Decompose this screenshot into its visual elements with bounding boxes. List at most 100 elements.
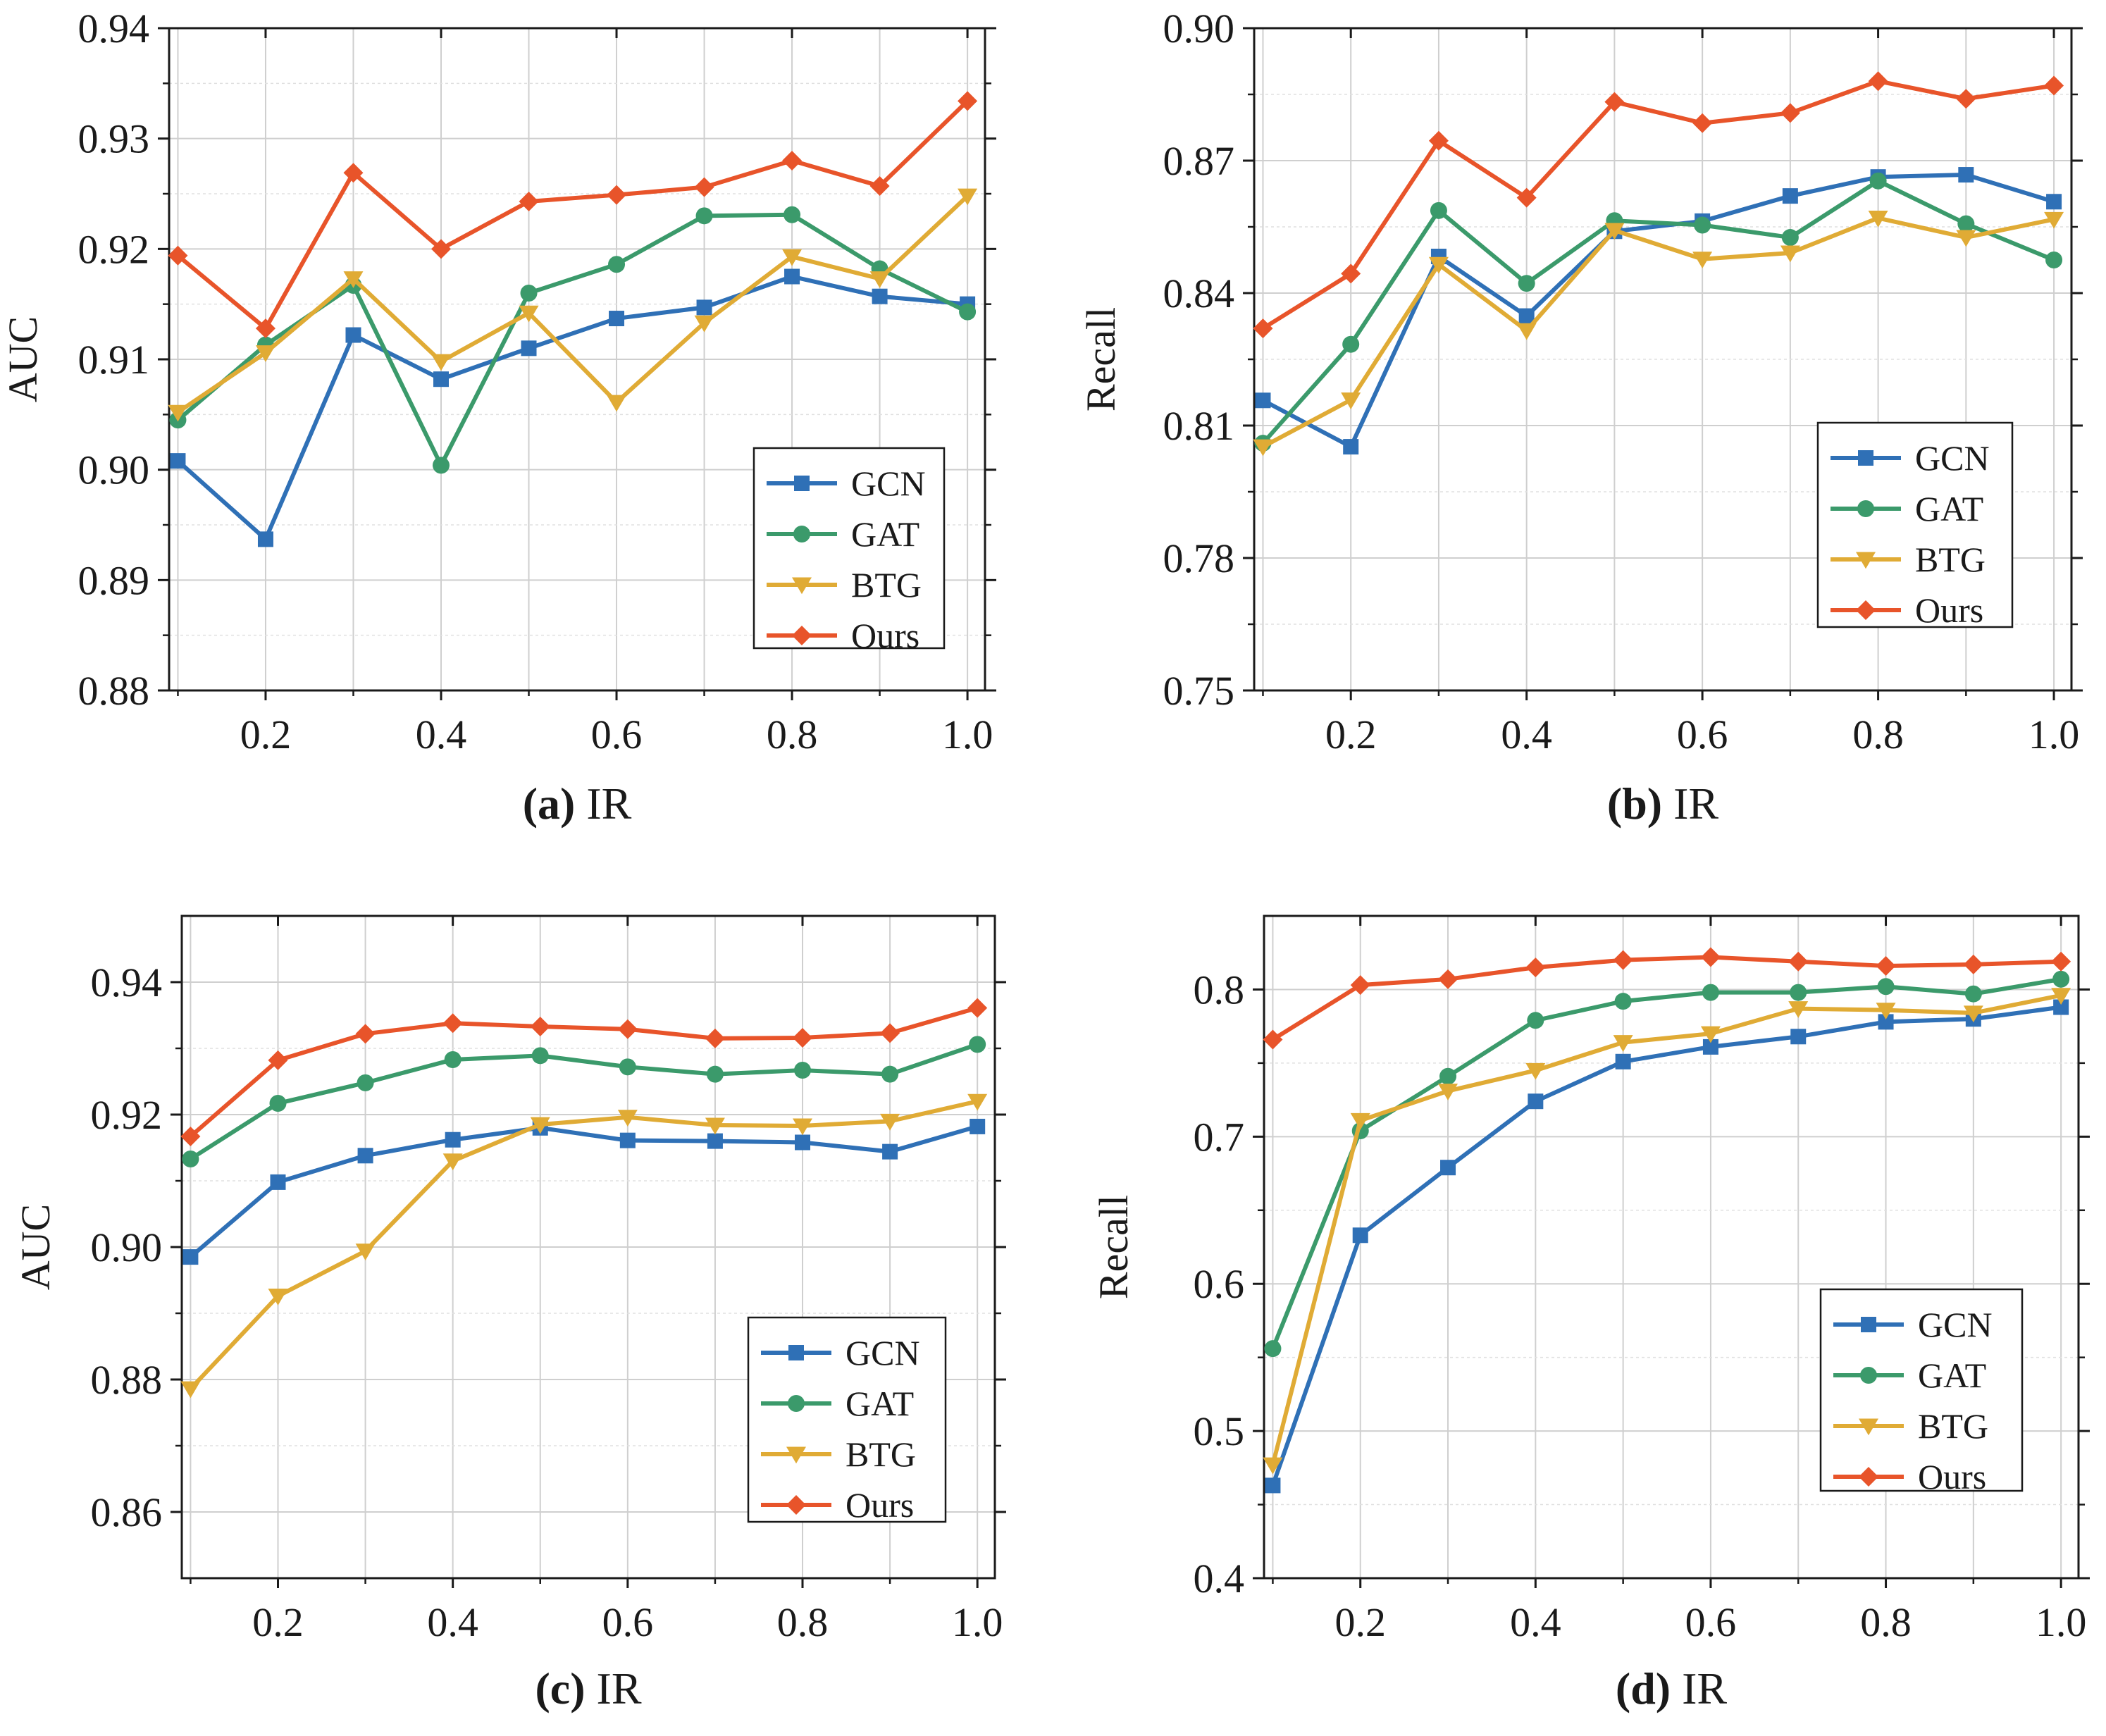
data-point — [1964, 985, 1982, 1003]
y-tick-label: 0.86 — [91, 1489, 163, 1535]
data-point — [520, 285, 538, 302]
data-point — [872, 288, 888, 304]
series-line — [189, 1099, 978, 1391]
data-point — [168, 404, 188, 422]
data-point — [1428, 256, 1449, 274]
x-tick-label: 1.0 — [942, 712, 993, 757]
legend-label: BTG — [1918, 1406, 1988, 1446]
data-point — [1253, 318, 1273, 339]
legend-label: BTG — [851, 565, 922, 604]
legend-label: GCN — [1915, 438, 1990, 478]
data-point — [1430, 202, 1447, 219]
data-point — [782, 151, 803, 170]
data-point — [343, 163, 364, 183]
data-point — [268, 1289, 288, 1306]
data-point — [1613, 1035, 1633, 1052]
data-point — [1963, 1005, 1983, 1023]
x-tick-label: 0.4 — [416, 712, 467, 757]
data-point — [431, 239, 451, 259]
data-point — [1516, 187, 1537, 208]
data-point — [607, 185, 627, 205]
data-point — [1790, 984, 1807, 1001]
data-point — [1957, 215, 1975, 232]
data-point — [444, 1050, 462, 1068]
data-point — [1780, 103, 1800, 123]
data-point — [607, 395, 627, 412]
data-point — [1527, 1012, 1544, 1029]
legend-label: GAT — [846, 1384, 914, 1423]
y-tick-label: 0.94 — [78, 6, 150, 51]
legend-label: GCN — [846, 1333, 920, 1372]
data-point — [1702, 984, 1719, 1001]
gridlines — [1254, 28, 2071, 690]
data-point — [1525, 957, 1546, 978]
data-point — [1350, 1112, 1370, 1130]
data-point — [1352, 1227, 1368, 1244]
legend-swatch-marker — [1861, 1317, 1876, 1332]
data-point — [1253, 439, 1273, 457]
legend-label: Ours — [846, 1485, 914, 1525]
data-point — [869, 271, 890, 288]
x-tick-label: 0.4 — [1510, 1599, 1561, 1645]
y-axis-label: Recall — [1091, 1195, 1136, 1299]
data-point — [1878, 1014, 1894, 1030]
data-point — [1528, 1093, 1544, 1110]
data-point — [793, 1027, 813, 1048]
x-tick-label: 1.0 — [2028, 712, 2080, 757]
data-point — [970, 1118, 986, 1134]
x-tick-label: 1.0 — [952, 1599, 1003, 1645]
data-point — [1956, 89, 1976, 109]
data-point — [257, 531, 273, 547]
x-tick-label: 1.0 — [2036, 1599, 2087, 1645]
series-gcn — [1265, 999, 2069, 1494]
data-point — [355, 1024, 376, 1044]
data-point — [521, 340, 537, 356]
data-point — [255, 318, 275, 339]
data-point — [180, 1381, 201, 1399]
x-tick-label: 0.6 — [602, 1599, 654, 1645]
data-point — [784, 268, 800, 285]
legend-swatch-marker — [1858, 450, 1873, 466]
panel-caption: (d) IR — [1616, 1663, 1728, 1713]
chart-panel-1: 0.2 0.4 0.6 0.8 1.0 0.88 0.89 0.90 0.91 0.92 0.93 0… — [0, 6, 996, 829]
y-axis-label: AUC — [0, 316, 46, 402]
data-point — [1265, 1477, 1281, 1494]
x-axis-label: IR — [586, 1663, 642, 1713]
plot-frame — [1263, 914, 2080, 1580]
data-point — [696, 299, 712, 316]
y-axis-label: Recall — [1078, 307, 1124, 411]
y-tick-label: 0.87 — [1163, 138, 1235, 184]
data-point — [794, 1062, 812, 1079]
data-point — [1439, 1067, 1457, 1085]
series-gat — [169, 206, 977, 474]
data-point — [1615, 1053, 1631, 1070]
y-tick-label: 0.4 — [1194, 1556, 1245, 1601]
data-point — [2044, 211, 2064, 229]
x-tick-label: 0.4 — [1501, 712, 1552, 757]
legend-swatch-marker — [1859, 1418, 1878, 1436]
data-point — [357, 1148, 373, 1164]
data-point — [1700, 947, 1721, 967]
y-tick-label: 0.90 — [78, 447, 150, 493]
data-point — [617, 1019, 638, 1039]
data-point — [170, 453, 186, 469]
legend-label: Ours — [1915, 590, 1983, 630]
legend-label: Ours — [1918, 1457, 1986, 1496]
data-point — [1438, 1084, 1458, 1100]
y-tick-label: 0.88 — [78, 668, 150, 714]
panel-letter: (c) — [535, 1663, 585, 1713]
series-gcn — [170, 268, 976, 547]
data-point — [1692, 113, 1713, 133]
data-point — [619, 1132, 636, 1148]
data-point — [270, 1174, 286, 1190]
legend-label: BTG — [1915, 540, 1986, 579]
x-tick-label: 0.6 — [1677, 712, 1728, 757]
data-point — [1782, 188, 1798, 204]
series-line — [176, 274, 968, 542]
y-tick-label: 0.84 — [1163, 271, 1235, 316]
x-tick-label: 0.8 — [1860, 1599, 1912, 1645]
x-axis-label: IR — [575, 779, 631, 829]
data-point — [705, 1028, 725, 1048]
data-point — [1255, 392, 1271, 409]
